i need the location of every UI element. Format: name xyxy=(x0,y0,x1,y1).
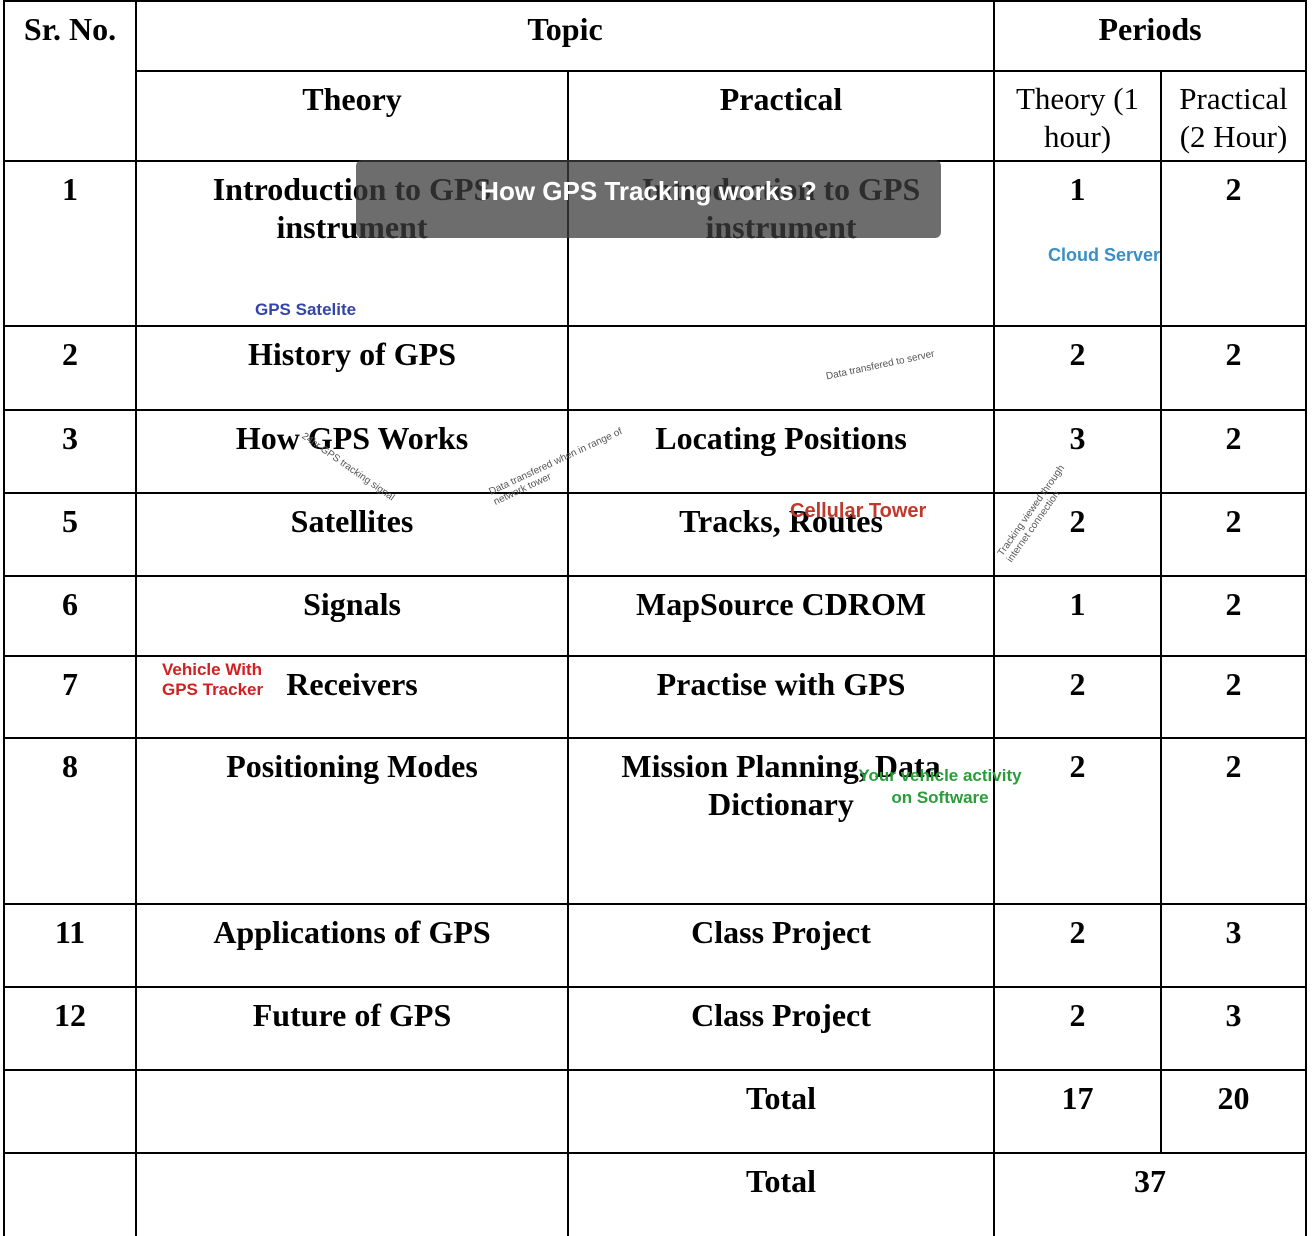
table-cell: 2 xyxy=(1160,575,1308,657)
table-cell: MapSource CDROM xyxy=(566,575,996,657)
table-cell: 3 xyxy=(993,409,1163,494)
table-cell: 11 xyxy=(3,903,137,988)
table-cell: 1 xyxy=(3,160,137,327)
table-cell: 2 xyxy=(1160,160,1308,327)
total-row: Total 37 xyxy=(3,1152,1308,1236)
table-cell: 2 xyxy=(993,737,1163,905)
table-cell xyxy=(135,1152,569,1236)
table-cell: 20 xyxy=(1160,1069,1308,1154)
header-cell: Sr. No. xyxy=(3,0,137,162)
header-cell: Theory (1 hour) xyxy=(993,70,1163,162)
table-cell: 2 xyxy=(1160,655,1308,739)
table-cell: 2 xyxy=(993,492,1163,577)
table-cell: Introduction to GPS instrument xyxy=(135,160,569,327)
table-cell xyxy=(3,1152,137,1236)
table-cell: History of GPS xyxy=(135,325,569,411)
table-cell: Positioning Modes xyxy=(135,737,569,905)
header-cell: Topic xyxy=(134,0,996,72)
table-cell: 2 xyxy=(3,325,137,411)
table-cell xyxy=(566,325,996,411)
table-row: 6 Signals MapSource CDROM 1 2 xyxy=(3,575,1308,657)
table-cell xyxy=(135,1069,569,1154)
table-cell: How GPS Works xyxy=(135,409,569,494)
table-cell xyxy=(3,1069,137,1154)
table-cell: 2 xyxy=(1160,492,1308,577)
table-row: 5 Satellites Tracks, Routes 2 2 xyxy=(3,492,1308,577)
table-cell: 2 xyxy=(993,986,1163,1071)
table-cell: Introduction to GPS instrument xyxy=(566,160,996,327)
table-row: 11 Applications of GPS Class Project 2 3 xyxy=(3,903,1308,988)
table-cell: Mission Planning, Data Dictionary xyxy=(566,737,996,905)
table-cell: Total xyxy=(566,1152,996,1236)
table-cell: 6 xyxy=(3,575,137,657)
table-cell: 37 xyxy=(993,1152,1308,1236)
table-cell: Total xyxy=(566,1069,996,1154)
table-cell: Locating Positions xyxy=(566,409,996,494)
table-row: 1 Introduction to GPS instrument Introduct… xyxy=(3,160,1308,327)
table-row: 2 History of GPS 2 2 xyxy=(3,325,1308,411)
header-cell: Practical (2 Hour) xyxy=(1160,70,1308,162)
syllabus-table: Sr. No. Topic Periods Theory Practical T… xyxy=(3,0,1308,1236)
table-cell: 3 xyxy=(1160,986,1308,1071)
table-cell: 1 xyxy=(993,160,1163,327)
table-cell: 2 xyxy=(993,903,1163,988)
table-cell: 7 xyxy=(3,655,137,739)
table-row: 12 Future of GPS Class Project 2 3 xyxy=(3,986,1308,1071)
table-cell: 2 xyxy=(993,655,1163,739)
header-cell: Practical xyxy=(566,70,996,162)
table-cell: 1 xyxy=(993,575,1163,657)
header-cell: Theory xyxy=(135,70,569,162)
header-cell: Periods xyxy=(993,0,1308,72)
table-cell: 5 xyxy=(3,492,137,577)
table-row: 8 Positioning Modes Mission Planning, Data… xyxy=(3,737,1308,905)
table-row: 7 Receivers Practise with GPS 2 2 xyxy=(3,655,1308,739)
table-cell: 2 xyxy=(1160,737,1308,905)
table-cell: 2 xyxy=(993,325,1163,411)
table-cell: 8 xyxy=(3,737,137,905)
table-cell: Practise with GPS xyxy=(566,655,996,739)
table-cell: Future of GPS xyxy=(135,986,569,1071)
table-cell: Class Project xyxy=(566,903,996,988)
table-cell: 12 xyxy=(3,986,137,1071)
table-cell: 2 xyxy=(1160,409,1308,494)
table-cell: Signals xyxy=(135,575,569,657)
table-cell: Applications of GPS xyxy=(135,903,569,988)
table-cell: 3 xyxy=(3,409,137,494)
table-cell: Class Project xyxy=(566,986,996,1071)
total-row: Total 17 20 xyxy=(3,1069,1308,1154)
table-cell: 17 xyxy=(993,1069,1163,1154)
table-row: 3 How GPS Works Locating Positions 3 2 xyxy=(3,409,1308,494)
table-cell: 2 xyxy=(1160,325,1308,411)
table-cell: Satellites xyxy=(135,492,569,577)
table-cell: Tracks, Routes xyxy=(566,492,996,577)
table-cell: 3 xyxy=(1160,903,1308,988)
table-cell: Receivers xyxy=(135,655,569,739)
